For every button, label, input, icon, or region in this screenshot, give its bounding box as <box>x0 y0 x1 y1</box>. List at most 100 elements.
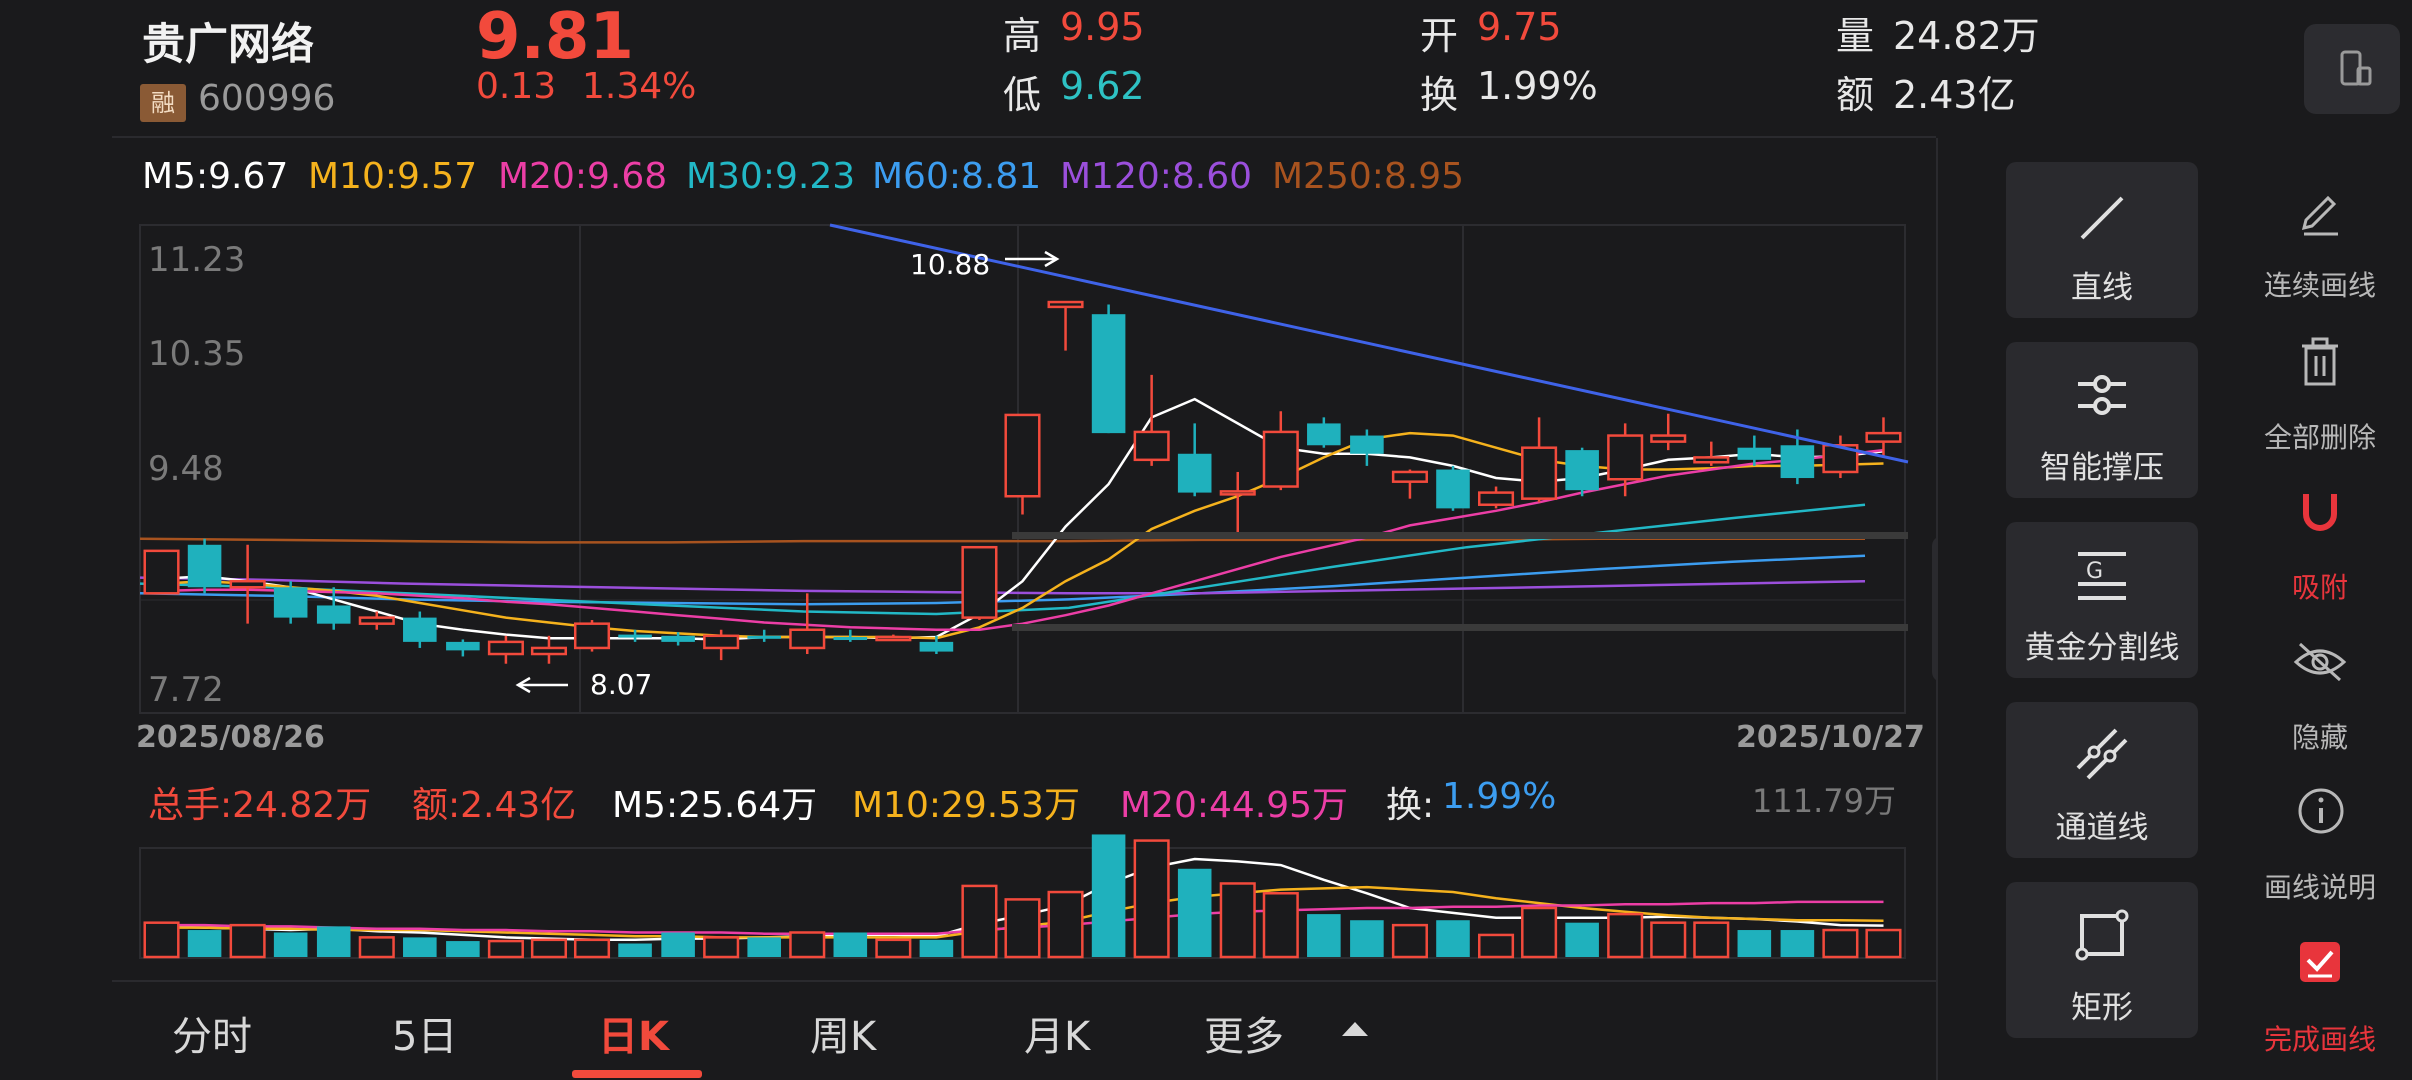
landscape-toggle-button[interactable] <box>2304 24 2400 114</box>
volume-bar <box>573 938 611 959</box>
candle-body <box>273 587 308 618</box>
tool-smart-support[interactable]: 智能撑压 <box>2006 342 2198 498</box>
candle-body <box>833 637 868 641</box>
volume-bar <box>229 923 266 959</box>
date-start: 2025/08/26 <box>136 720 325 755</box>
candle-body <box>358 616 395 625</box>
tab-monthly-k[interactable]: 月K <box>1024 1014 1091 1060</box>
volume-bar <box>1650 921 1687 959</box>
ma60-line <box>139 554 1866 606</box>
tab-daily-k[interactable]: 日K <box>598 1014 669 1060</box>
candle-body <box>703 634 740 650</box>
stock-code: 600996 <box>198 78 336 119</box>
open-label: 开 <box>1420 14 1459 58</box>
delete-all-button[interactable]: 全部删除 <box>2236 330 2404 454</box>
volume-bar <box>1047 890 1084 959</box>
candle-body <box>1737 447 1772 460</box>
tool-label: 直线 <box>2071 270 2133 306</box>
tool-golden-ratio[interactable]: G 黄金分割线 <box>2006 522 2198 678</box>
candle-body <box>229 579 266 589</box>
tab-5day[interactable]: 5日 <box>392 1014 458 1060</box>
check-square-icon <box>2300 942 2340 982</box>
candle-body <box>1477 491 1515 506</box>
volume-bar <box>1391 923 1428 959</box>
info-icon <box>2298 788 2344 834</box>
tabs-divider <box>112 980 1936 982</box>
candle-body <box>661 635 695 642</box>
tool-channel-line[interactable]: 通道线 <box>2006 702 2198 858</box>
tool-label: 矩形 <box>2071 990 2133 1026</box>
volume-bar <box>316 926 351 957</box>
trendline <box>829 223 1909 464</box>
low-label: 低 <box>1003 73 1042 117</box>
volume-bar <box>789 931 826 959</box>
side-tool-label: 完成画线 <box>2263 1023 2376 1056</box>
candle-body <box>1350 435 1384 454</box>
channel-icon <box>2076 728 2128 780</box>
candle-body <box>1607 434 1644 481</box>
low-arrow-head <box>515 676 531 694</box>
caret-up-icon[interactable] <box>1340 1018 1370 1038</box>
candle-body <box>1047 300 1084 309</box>
candle-body <box>1693 456 1730 464</box>
pencil-icon <box>2301 195 2338 236</box>
low-annotation: 8.07 <box>590 668 653 701</box>
price-chart-frame <box>139 224 1906 714</box>
phone-rotate-icon <box>2340 50 2372 86</box>
ma120-line <box>139 576 1866 595</box>
line-icon <box>2080 196 2124 240</box>
volume-bar <box>1262 892 1299 959</box>
volume-turnover-value: 1.99% <box>1442 776 1557 817</box>
tool-rectangle[interactable]: 矩形 <box>2006 882 2198 1038</box>
price-change-pct: 1.34% <box>582 66 697 107</box>
price-axis-tick: 11.23 <box>148 240 246 280</box>
volume-bar <box>1350 920 1384 957</box>
volume-total: 总手:24.82万 <box>148 785 372 826</box>
header-divider <box>112 136 1936 138</box>
candlestick-chart[interactable] <box>0 0 1936 1080</box>
drawing-help-button[interactable]: 画线说明 <box>2236 780 2404 904</box>
ma250-label: M250:8.95 <box>1272 156 1465 197</box>
volume-bar <box>1004 898 1041 959</box>
support-band <box>1012 624 1908 631</box>
ma5-label: M5:9.67 <box>142 156 289 197</box>
tab-weekly-k[interactable]: 周K <box>810 1014 877 1060</box>
tab-more[interactable]: 更多 <box>1204 1014 1284 1060</box>
ma30-label: M30:9.23 <box>686 156 856 197</box>
candle-body <box>1391 470 1428 483</box>
volume-bar <box>1307 914 1341 957</box>
candle-body <box>919 641 954 652</box>
tool-label: 智能撑压 <box>2040 450 2164 486</box>
ma60-label: M60:8.81 <box>872 156 1042 197</box>
volume-bar <box>1133 839 1170 959</box>
finish-drawing-button[interactable]: 完成画线 <box>2236 932 2404 1056</box>
tool-label: 黄金分割线 <box>2024 630 2180 666</box>
volume-bar <box>530 938 568 959</box>
volume-bar <box>833 932 868 957</box>
volume-bar <box>187 930 222 957</box>
volume-bar <box>1219 882 1256 959</box>
support-band <box>1012 532 1908 539</box>
tool-label: 通道线 <box>2055 810 2149 846</box>
tab-intraday[interactable]: 分时 <box>172 1014 252 1060</box>
volume-bar <box>661 932 695 957</box>
active-tab-indicator <box>572 1070 702 1078</box>
candle-body <box>1133 430 1170 462</box>
volume-bar <box>875 938 912 959</box>
continuous-draw-button[interactable]: 连续画线 <box>2236 178 2404 302</box>
date-end: 2025/10/27 <box>1736 720 1925 755</box>
magnet-icon <box>2303 494 2337 531</box>
side-tool-label: 画线说明 <box>2263 871 2376 904</box>
snap-button[interactable]: 吸附 <box>2236 480 2404 604</box>
amount-label: 额 <box>1836 73 1875 117</box>
volume-bar <box>747 937 781 957</box>
turnover-value: 1.99% <box>1477 64 1598 108</box>
candle-body <box>187 544 222 588</box>
golden-ratio-icon: G <box>2078 552 2126 600</box>
low-value: 9.62 <box>1060 64 1145 108</box>
volume-ma20: M20:44.95万 <box>1120 785 1349 826</box>
tool-straight-line[interactable]: 直线 <box>2006 162 2198 318</box>
hide-button[interactable]: 隐藏 <box>2236 630 2404 754</box>
candle-body <box>143 549 180 595</box>
candle-body <box>1436 469 1470 509</box>
